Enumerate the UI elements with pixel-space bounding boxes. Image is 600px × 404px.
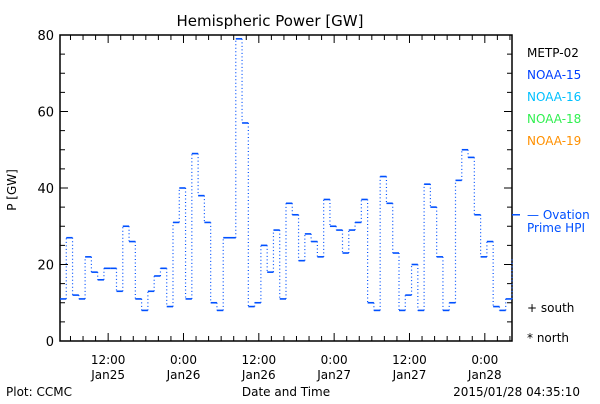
x-tick-date: Jan28: [467, 368, 502, 382]
x-tick-label: 0:00: [471, 353, 498, 367]
chart-title: Hemispheric Power [GW]: [177, 12, 364, 30]
south-legend: + south: [527, 301, 574, 315]
legend-entry: NOAA-16: [527, 90, 581, 104]
y-tick-label: 40: [37, 182, 54, 197]
y-tick-label: 0: [46, 335, 54, 350]
x-tick-label: 0:00: [170, 353, 197, 367]
x-axis-label: Date and Time: [242, 385, 330, 399]
timestamp: 2015/01/28 04:35:10: [453, 385, 580, 399]
legend-entry: NOAA-18: [527, 112, 581, 126]
north-legend: * north: [527, 331, 569, 345]
y-tick-label: 80: [37, 29, 54, 44]
x-tick-date: Jan25: [90, 368, 125, 382]
x-tick-date: Jan26: [166, 368, 201, 382]
x-tick-date: Jan27: [316, 368, 351, 382]
ovation-label-2: Prime HPI: [527, 221, 585, 235]
y-tick-label: 60: [37, 106, 54, 121]
legend-entry: METP-02: [527, 46, 579, 60]
legend-entry: NOAA-15: [527, 68, 581, 82]
x-tick-label: 0:00: [321, 353, 348, 367]
x-tick-label: 12:00: [392, 353, 427, 367]
x-tick-date: Jan27: [392, 368, 427, 382]
plot-credit: Plot: CCMC: [6, 385, 72, 399]
y-tick-label: 20: [37, 259, 54, 274]
y-axis-label: P [GW]: [5, 169, 19, 211]
legend-entry: NOAA-19: [527, 134, 581, 148]
ovation-label: — Ovation: [527, 208, 590, 222]
x-tick-label: 12:00: [91, 353, 126, 367]
x-tick-date: Jan26: [241, 368, 276, 382]
x-tick-label: 12:00: [242, 353, 277, 367]
